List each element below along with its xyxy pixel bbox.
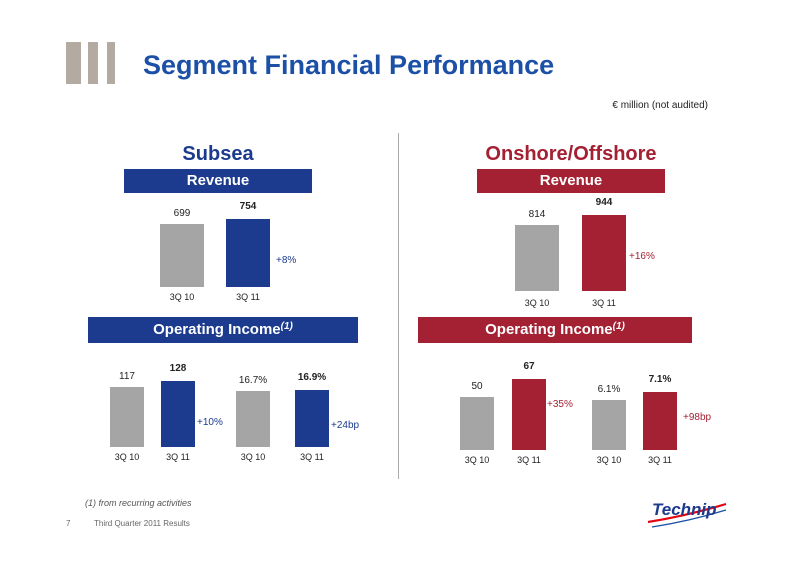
onshore-offshore-revenue-value-label-0: 814 bbox=[528, 209, 546, 221]
onshore-offshore-operating-margin-bar-1 bbox=[643, 392, 677, 450]
subsea-operating-income-bar-0 bbox=[110, 386, 144, 447]
onshore-offshore-operating-income-bar-0 bbox=[460, 397, 494, 450]
subsea-operating-margin-category-label-1: 3Q 11 bbox=[300, 452, 324, 462]
subsea-operating-margin-change-label: +24bp bbox=[331, 420, 360, 431]
onshore-offshore-operating-income-category-label-0: 3Q 10 bbox=[464, 455, 490, 465]
onshore-operating-label: Operating Income bbox=[485, 321, 613, 338]
subsea-revenue-category-label-1: 3Q 11 bbox=[236, 292, 260, 302]
subsea-operating-margin-bar-0 bbox=[236, 390, 270, 447]
subsea-operating-income-value-label-0: 117 bbox=[119, 370, 135, 382]
subsea-operating-margin-bar-1 bbox=[295, 390, 329, 447]
onshore-offshore-revenue-change-label: +16% bbox=[629, 251, 655, 262]
onshore-offshore-operating-income-change-label: +35% bbox=[547, 399, 573, 410]
onshore-offshore-operating-income-bar-1 bbox=[512, 379, 546, 450]
page-number: 7 bbox=[66, 519, 71, 528]
subsea-revenue-category-label-0: 3Q 10 bbox=[169, 292, 195, 302]
subsea-operating-margin-category-label-0: 3Q 10 bbox=[240, 452, 266, 462]
onshore-offshore-operating-margin-category-label-0: 3Q 10 bbox=[596, 455, 622, 465]
subsea-operating-margin-value-label-1: 16.9% bbox=[297, 372, 327, 383]
logo-swoosh-1 bbox=[647, 502, 727, 524]
onshore-offshore-operating-margin-value-label-1: 7.1% bbox=[648, 374, 672, 385]
subsea-operating-income-category-label-1: 3Q 11 bbox=[166, 452, 190, 462]
onshore-offshore-operating-income-value-label-1: 67 bbox=[523, 361, 535, 372]
subsea-operating-income-change-label: +10% bbox=[197, 417, 223, 428]
title-decoration-bar-3 bbox=[107, 42, 115, 84]
subsea-operating-margin-value-label-0: 16.7% bbox=[238, 374, 268, 386]
onshore-offshore-revenue-bar-1 bbox=[582, 215, 626, 291]
subsea-operating-banner: Operating Income(1) bbox=[88, 317, 358, 343]
title-decoration-bar-1 bbox=[66, 42, 81, 84]
onshore-offshore-revenue-bar-0 bbox=[515, 225, 559, 291]
page-title: Segment Financial Performance bbox=[143, 50, 555, 80]
subsea-revenue-bar-1 bbox=[226, 219, 270, 287]
onshore-offshore-operating-margin-bar-0 bbox=[592, 400, 626, 450]
onshore-revenue-banner: Revenue bbox=[477, 169, 665, 193]
subsea-revenue-value-label-0: 699 bbox=[173, 207, 191, 219]
onshore-offshore-revenue-category-label-0: 3Q 10 bbox=[524, 298, 550, 308]
subsea-revenue-change-label: +8% bbox=[276, 255, 297, 266]
subsea-heading: Subsea bbox=[182, 143, 254, 165]
subsea-operating-income-value-label-1: 128 bbox=[169, 363, 187, 374]
subsea-revenue-banner: Revenue bbox=[124, 169, 312, 193]
subsea-operating-label: Operating Income bbox=[153, 321, 281, 338]
onshore-offshore-operating-margin-category-label-1: 3Q 11 bbox=[648, 455, 672, 465]
footer-text: Third Quarter 2011 Results bbox=[94, 519, 190, 528]
unit-note: € million (not audited) bbox=[612, 100, 708, 111]
logo-text: Technip bbox=[652, 500, 717, 519]
subsea-operating-income-bar-1 bbox=[161, 381, 195, 447]
column-divider bbox=[398, 133, 399, 479]
subsea-operating-footnote-mark: (1) bbox=[280, 321, 293, 332]
title-decoration-bar-2 bbox=[88, 42, 98, 84]
subsea-revenue-bar-0 bbox=[160, 223, 204, 287]
onshore-offshore-revenue-category-label-1: 3Q 11 bbox=[592, 298, 616, 308]
onshore-operating-banner: Operating Income(1) bbox=[418, 317, 692, 343]
onshore-offshore-operating-margin-value-label-0: 6.1% bbox=[597, 384, 621, 396]
onshore-offshore-revenue-value-label-1: 944 bbox=[595, 197, 613, 208]
onshore-operating-footnote-mark: (1) bbox=[612, 321, 625, 332]
onshore-heading: Onshore/Offshore bbox=[485, 143, 657, 165]
technip-logo: Technip bbox=[647, 500, 727, 528]
logo-swoosh-2 bbox=[651, 509, 727, 528]
onshore-offshore-operating-income-category-label-1: 3Q 11 bbox=[517, 455, 541, 465]
onshore-offshore-operating-income-value-label-0: 50 bbox=[471, 381, 483, 392]
onshore-offshore-operating-margin-change-label: +98bp bbox=[683, 412, 712, 423]
subsea-operating-income-category-label-0: 3Q 10 bbox=[114, 452, 140, 462]
subsea-revenue-value-label-1: 754 bbox=[239, 201, 257, 212]
footnote: (1) from recurring activities bbox=[85, 498, 192, 508]
